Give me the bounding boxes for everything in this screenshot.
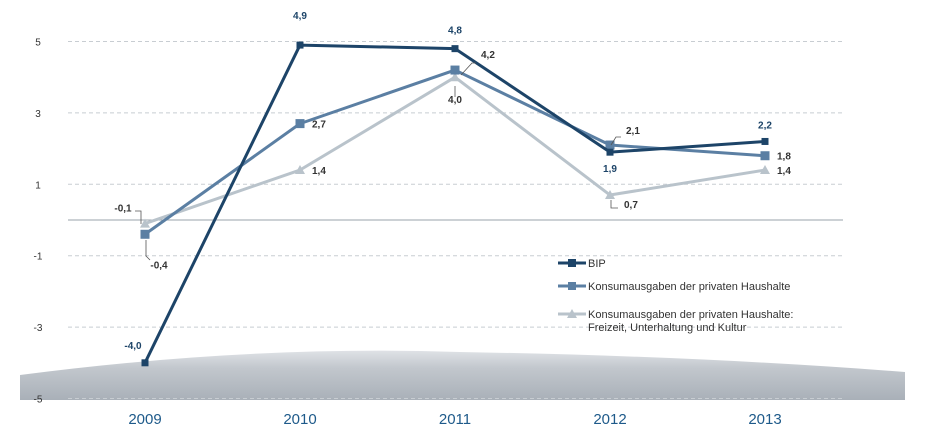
data-label: -4,0: [124, 341, 142, 352]
legend-label-freizeit-line2: Freizeit, Unterhaltung und Kultur: [588, 322, 747, 334]
data-point: [761, 137, 769, 145]
data-label: 1,9: [603, 164, 617, 175]
data-label: 1,4: [777, 166, 791, 177]
y-axis-ticks: -5 -3 -1 1 3 5: [34, 38, 43, 406]
legend-item-bip: BIP: [558, 258, 606, 270]
y-tick-label: 3: [35, 109, 41, 120]
x-tick-label: 2013: [748, 411, 781, 428]
series-lines: [140, 41, 770, 367]
data-label: 1,4: [312, 166, 326, 177]
y-tick-label: -1: [34, 252, 43, 263]
data-point: [295, 165, 305, 175]
label-leader-line: [145, 240, 151, 261]
data-point: [605, 190, 615, 200]
data-point: [140, 229, 150, 239]
data-label: 4,8: [448, 26, 462, 37]
y-tick-label: -5: [34, 395, 43, 406]
legend: BIP Konsumausgaben der privaten Haushalt…: [558, 258, 793, 334]
legend-item-freizeit: Konsumausgaben der privaten Haushalte: F…: [558, 309, 793, 334]
data-label: 4,9: [293, 11, 307, 22]
label-leader-line: [135, 210, 142, 224]
data-point: [760, 165, 770, 175]
data-label: 2,2: [758, 120, 772, 131]
label-leader-line: [460, 62, 476, 76]
label-leader-line: [610, 200, 618, 209]
data-point: [450, 72, 460, 82]
data-point: [295, 119, 305, 129]
data-point: [760, 151, 770, 161]
x-tick-label: 2009: [128, 411, 161, 428]
data-point: [605, 140, 615, 150]
data-label: -0,4: [150, 260, 168, 271]
data-point: [296, 41, 304, 49]
y-tick-label: 1: [35, 180, 41, 191]
y-tick-label: -3: [34, 323, 43, 334]
data-label: -0,1: [114, 204, 132, 215]
legend-label-bip: BIP: [588, 258, 606, 270]
background-hill: [20, 350, 905, 400]
data-label: 4,0: [448, 95, 462, 106]
x-tick-label: 2010: [283, 411, 316, 428]
x-axis-ticks: 2009 2010 2011 2012 2013: [128, 411, 781, 428]
data-point: [450, 65, 460, 75]
data-labels: -4,0 4,9 4,8 1,9 2,2 -0,4 2,7 4,2 2,1 1,8 -0,1 1,4 4…: [114, 11, 791, 352]
legend-item-konsumausgaben: Konsumausgaben der privaten Haushalte: [558, 281, 790, 293]
legend-label-konsumausgaben: Konsumausgaben der privaten Haushalte: [588, 281, 790, 293]
data-label: 1,8: [777, 152, 791, 163]
data-point: [141, 359, 149, 367]
data-label: 4,2: [481, 50, 495, 61]
data-point: [140, 218, 150, 228]
data-label: 0,7: [624, 200, 638, 211]
data-point: [606, 148, 614, 156]
y-tick-label: 5: [35, 38, 41, 49]
label-leader-line: [610, 136, 621, 146]
x-tick-label: 2011: [439, 411, 471, 428]
data-label: 2,7: [312, 120, 326, 131]
data-label: 2,1: [626, 126, 640, 137]
legend-label-freizeit-line1: Konsumausgaben der privaten Haushalte:: [588, 309, 793, 321]
x-tick-label: 2012: [593, 411, 626, 428]
data-point: [451, 45, 459, 53]
